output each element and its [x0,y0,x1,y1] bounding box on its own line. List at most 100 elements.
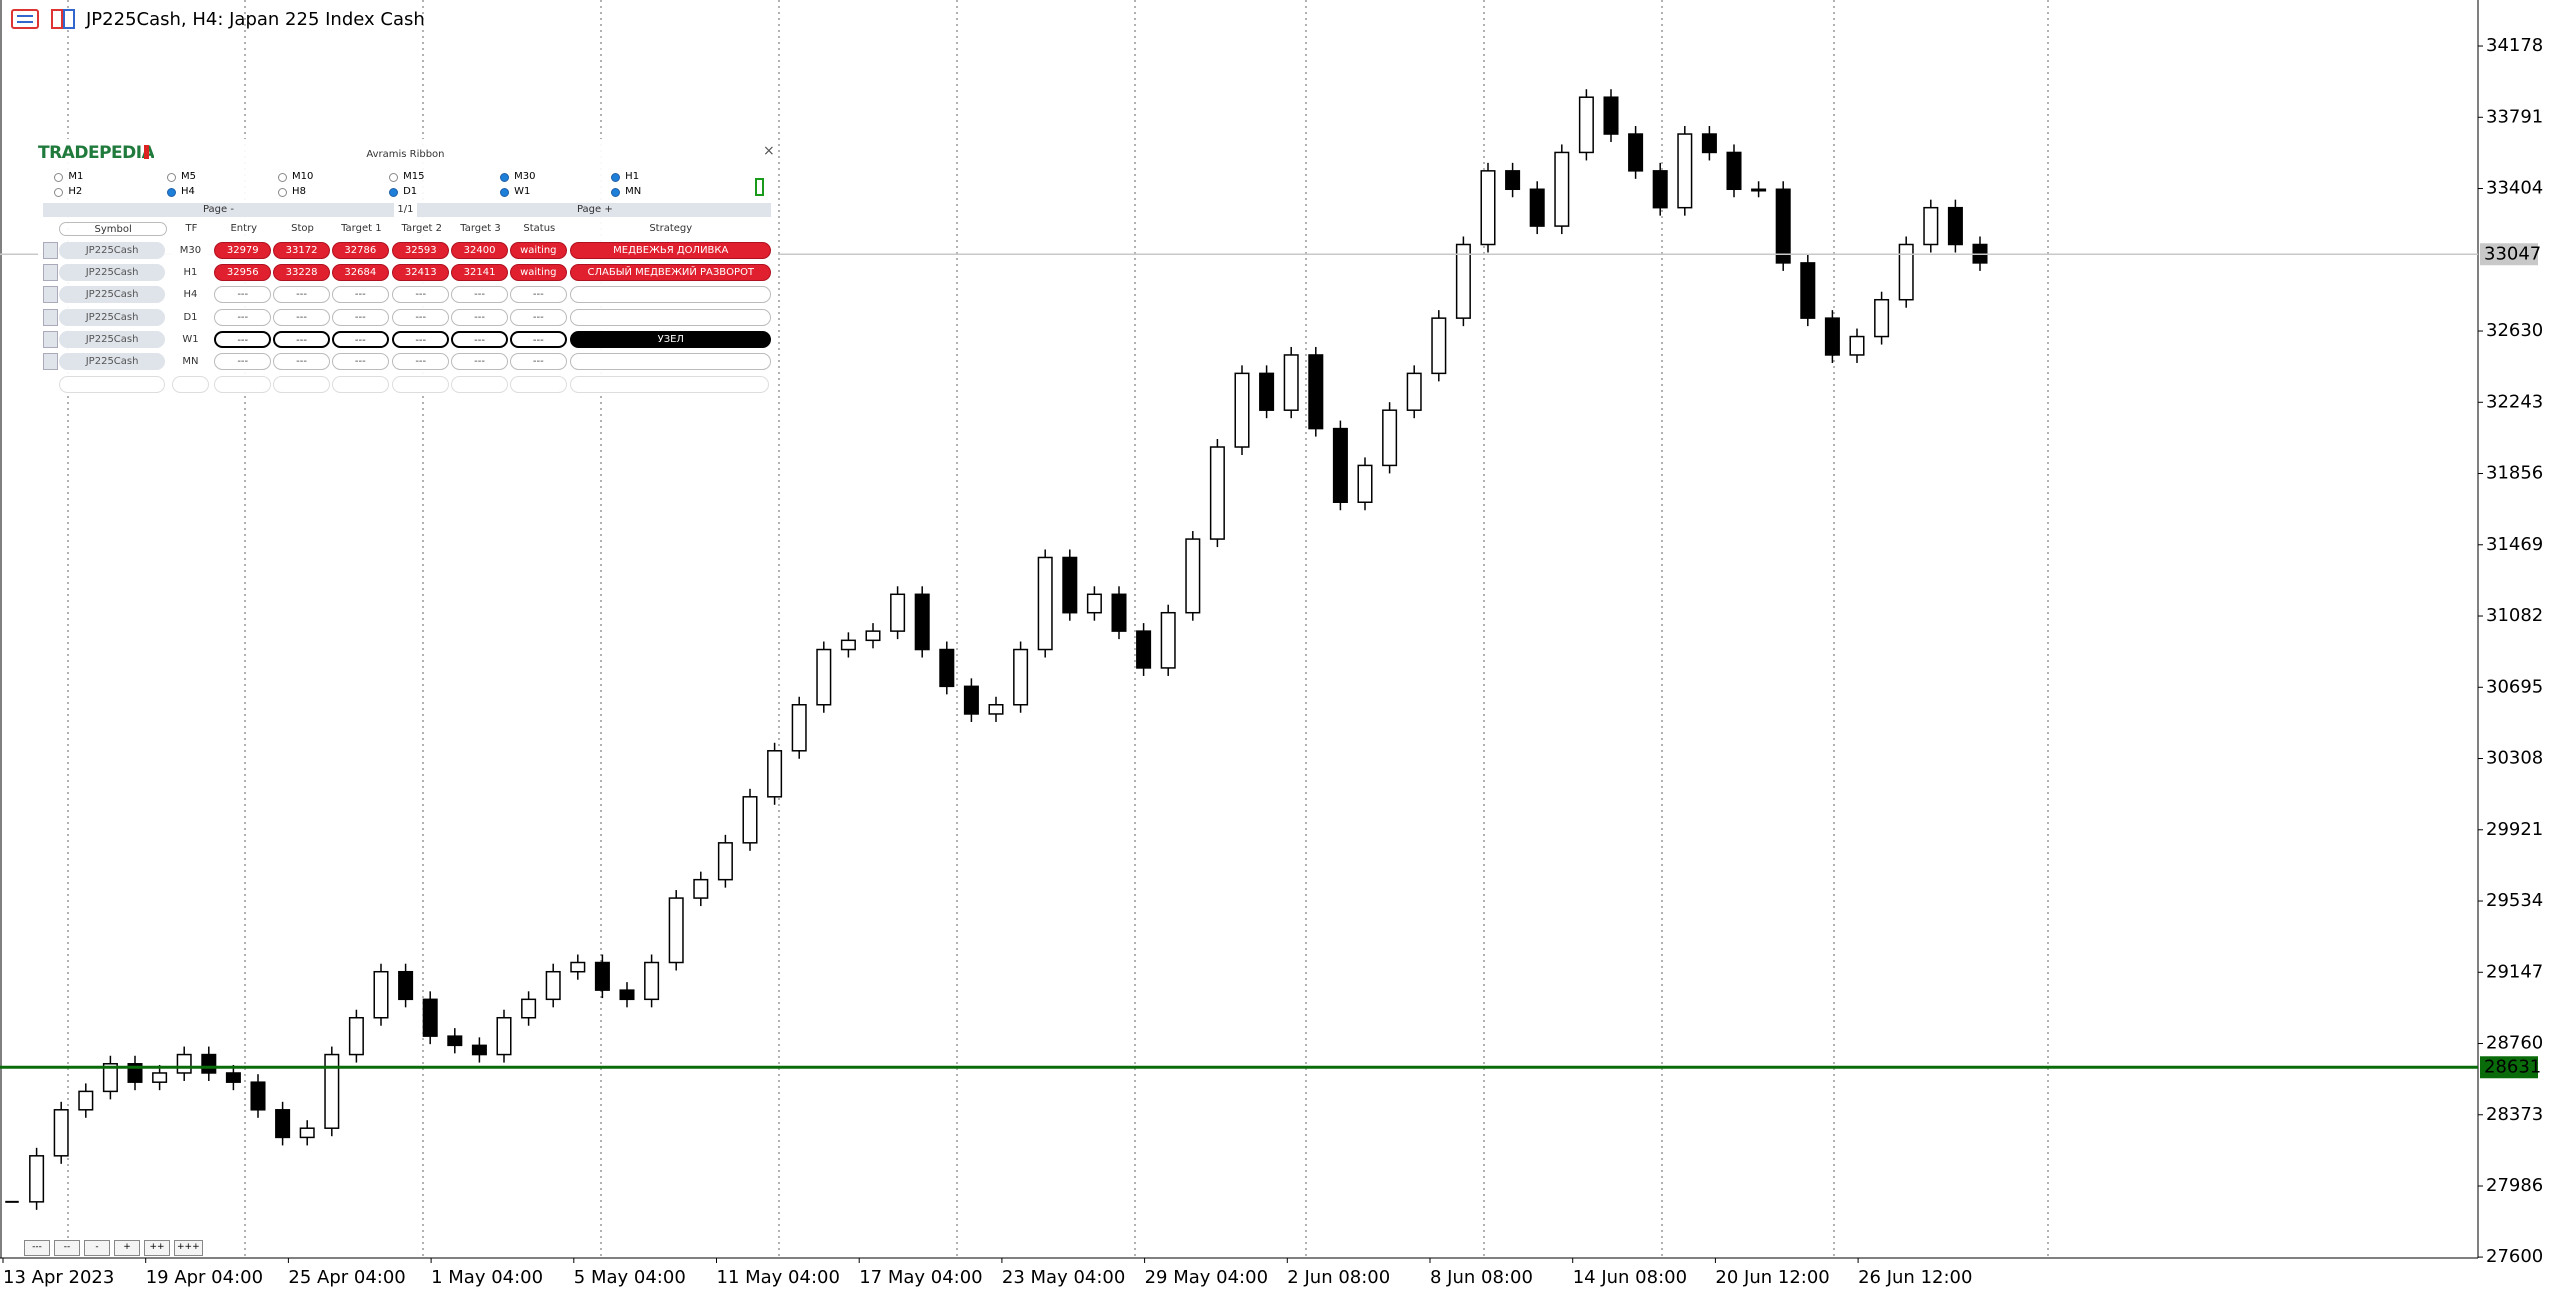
table-cell: JP225Cash [59,241,165,259]
table-cell: 33228 [273,264,330,282]
page-next[interactable]: Page + [576,203,613,215]
candle [53,1109,69,1157]
timeframe-radio[interactable] [611,173,621,183]
timeframe-radio[interactable] [389,173,399,183]
timeframe-radio[interactable] [389,187,399,197]
candle [447,1035,463,1047]
candle [693,878,709,899]
candle [1529,188,1545,227]
table-cell: --- [509,330,567,348]
zoom-button[interactable]: -- [54,1240,80,1256]
status-indicator [754,178,764,197]
y-tick-label: 33791 [2486,106,2543,127]
column-header: Stop [291,223,314,235]
timeframe-radio[interactable] [278,187,288,197]
timeframe-radio[interactable] [500,173,510,183]
empty-cell [273,375,330,393]
candle [1947,206,1963,246]
candle [348,1016,364,1056]
empty-cell [331,375,389,393]
candle [422,998,438,1037]
table-cell: 32684 [331,264,389,282]
table-cell: W1 [171,330,210,348]
strategy-cell: СЛАБЫЙ МЕДВЕЖИЙ РАЗВОРОТ [570,264,772,282]
candle [816,648,832,706]
table-cell: --- [273,286,330,304]
candle [1013,648,1029,706]
timeframe-radio[interactable] [611,187,621,197]
table-cell: --- [273,330,330,348]
column-header: Target 3 [460,223,501,235]
candle [1849,335,1865,356]
table-cell: MN [171,352,210,370]
signal-panel: TRADEPEDIA Avramis Ribbon × M1 M5 M10 M15 M30 H1… [38,139,778,395]
candle [963,685,979,715]
row-icon[interactable] [42,308,58,326]
x-tick-label: 8 Jun 08:00 [1430,1267,1533,1288]
candle [1062,556,1078,614]
candle [767,750,783,798]
row-icon[interactable] [42,352,58,370]
zoom-button[interactable]: + [114,1240,140,1256]
candle [225,1072,241,1083]
row-icon[interactable] [42,241,58,259]
candle [1406,372,1422,411]
candle [299,1127,315,1139]
candle [1898,243,1914,301]
x-tick-label: 14 Jun 08:00 [1573,1267,1687,1288]
y-tick-label: 27600 [2486,1246,2543,1267]
timeframe-radio[interactable] [167,187,176,197]
candle [1578,96,1594,154]
zoom-button[interactable]: - [84,1240,110,1256]
strategy-cell: УЗЕЛ [570,330,772,348]
candle [644,961,660,1001]
brand-flag [144,145,150,159]
table-cell: H1 [171,264,210,282]
toolbar-icons[interactable] [10,7,82,31]
candle [1160,611,1176,669]
close-button[interactable]: × [763,143,775,159]
x-tick-label: 20 Jun 12:00 [1715,1267,1829,1288]
timeframe-label: M30 [514,171,536,183]
table-cell: H4 [171,286,210,304]
strategy-cell [570,308,772,326]
candle [1209,446,1225,540]
zoom-button[interactable]: ++ [144,1240,170,1256]
timeframe-radio[interactable] [278,173,288,183]
table-cell: --- [331,286,389,304]
candle [1357,464,1373,503]
candle [988,704,1004,715]
zoom-button[interactable]: +++ [174,1240,203,1256]
y-tick-label: 31469 [2486,534,2543,555]
column-header: Target 1 [341,223,382,235]
timeframe-radio[interactable] [500,187,510,197]
x-tick-label: 2 Jun 08:00 [1287,1267,1390,1288]
table-cell: --- [451,330,508,348]
candle [1505,170,1521,191]
y-tick-label: 29534 [2486,890,2543,911]
page-prev[interactable]: Page - [202,203,234,215]
table-cell: JP225Cash [59,352,165,370]
strategy-cell [570,286,772,304]
candle [1652,170,1668,209]
row-icon[interactable] [42,264,58,282]
candle [1382,409,1398,467]
table-cell: --- [392,286,450,304]
timeframe-radio[interactable] [54,187,64,197]
column-header: Target 2 [401,223,442,235]
candle [1751,188,1767,192]
candle [1677,133,1693,209]
candle [152,1072,168,1083]
row-icon[interactable] [42,286,58,304]
price-level-tag [2480,243,2538,266]
table-cell: --- [331,352,389,370]
candle [939,648,955,688]
row-icon[interactable] [42,330,58,348]
timeframe-label: M10 [292,171,314,183]
empty-cell [570,375,770,393]
table-cell: --- [451,286,508,304]
timeframe-radio[interactable] [167,173,176,183]
column-header: Symbol [59,222,167,237]
timeframe-radio[interactable] [54,173,64,183]
zoom-button[interactable]: --- [24,1240,50,1256]
